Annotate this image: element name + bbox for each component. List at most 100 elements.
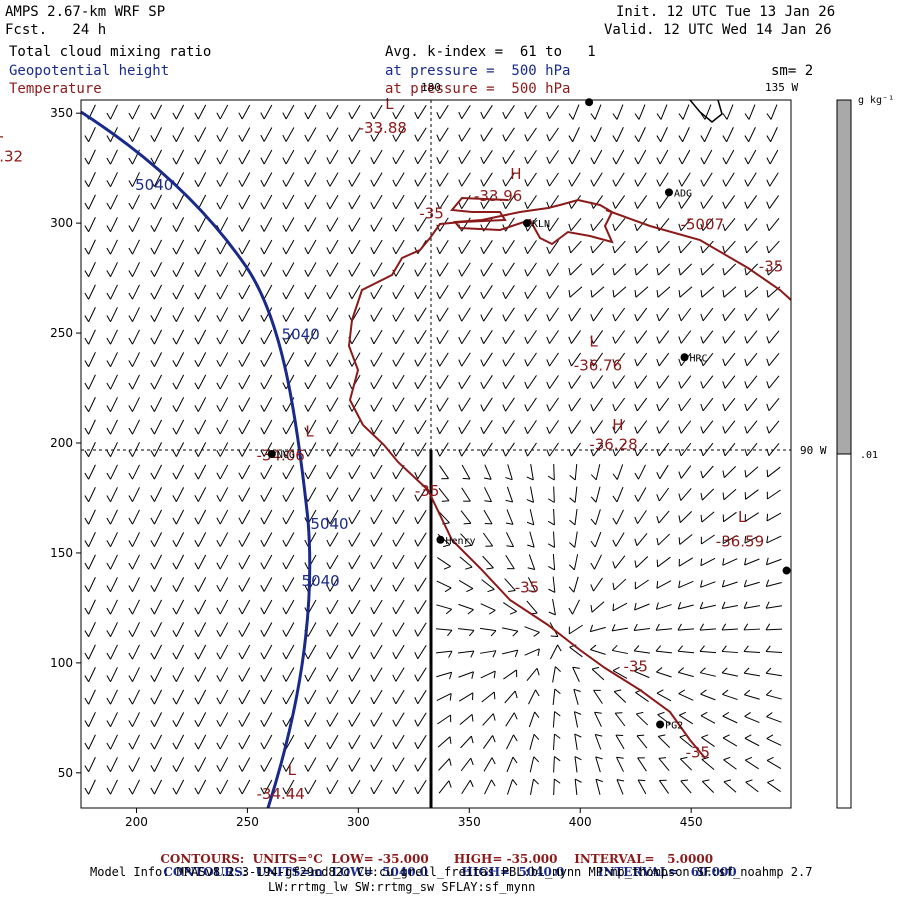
- x-tick-label: 250: [236, 815, 259, 829]
- wind-barb: [172, 374, 185, 390]
- wind-barb: [414, 104, 427, 120]
- wind-barb: [216, 397, 229, 412]
- wind-barb: [326, 127, 339, 142]
- wind-barb: [194, 487, 207, 502]
- wind-barb: [678, 195, 692, 209]
- wind-barb: [260, 374, 273, 390]
- wind-barb: [194, 374, 207, 390]
- wind-barb: [172, 194, 185, 210]
- low-marker: L: [738, 508, 747, 526]
- init-time: Init. 12 UTC Tue 13 Jan 26: [616, 4, 836, 20]
- wind-barb: [260, 532, 273, 547]
- wind-barb: [150, 262, 163, 277]
- wind-barb: [194, 577, 207, 592]
- wind-barb: [172, 644, 185, 660]
- wind-barb: [553, 778, 561, 796]
- wind-barb: [260, 104, 273, 120]
- wind-barb: [437, 557, 451, 570]
- wind-barb: [460, 735, 474, 749]
- contours-label: CONTOURS:: [160, 852, 245, 866]
- wind-barb: [128, 712, 140, 727]
- wind-barb: [657, 734, 671, 748]
- wind-barb: [573, 711, 582, 728]
- wind-barb: [128, 442, 140, 457]
- temperature-contour-label: -35: [623, 658, 648, 676]
- wind-barb: [84, 307, 96, 322]
- wind-barb: [678, 465, 692, 479]
- wind-barb: [529, 733, 540, 750]
- wind-barb: [128, 397, 140, 412]
- wind-barb: [483, 464, 492, 480]
- wind-barb: [678, 127, 690, 142]
- wind-barb: [392, 284, 405, 300]
- wind-barb: [615, 734, 625, 750]
- wind-barb: [569, 486, 578, 503]
- wind-barb: [348, 284, 361, 300]
- wind-barb: [370, 712, 383, 727]
- wind-barb: [84, 644, 96, 660]
- wind-barb: [84, 577, 96, 592]
- wind-barb: [612, 172, 625, 187]
- wind-barb: [348, 172, 361, 187]
- wind-barb: [744, 489, 759, 500]
- wind-barb: [260, 307, 273, 322]
- wind-barb: [595, 778, 603, 795]
- wind-barb: [414, 217, 427, 232]
- wind-barb: [370, 554, 383, 570]
- wind-barb: [721, 667, 738, 677]
- wind-barb: [552, 666, 561, 683]
- wind-barb: [392, 779, 405, 795]
- wind-barb: [106, 149, 118, 165]
- wind-barb: [172, 127, 185, 142]
- wind-barb: [568, 172, 581, 187]
- wind-barb: [612, 442, 626, 457]
- wind-barb: [128, 734, 140, 750]
- wind-barb: [612, 217, 626, 232]
- station-marker: ADG: [664, 188, 692, 199]
- wind-barb: [569, 509, 578, 526]
- wind-barb: [216, 329, 229, 345]
- wind-barb: [106, 352, 118, 367]
- wind-barb: [616, 779, 625, 795]
- wind-barb: [722, 711, 738, 724]
- wind-barb: [392, 104, 405, 120]
- y-tick-label: 200: [50, 436, 73, 450]
- station-dot: [585, 98, 594, 107]
- temperature-contour-info: CONTOURS: UNITS=°C LOW= -35.000 HIGH= -3…: [152, 838, 713, 866]
- wind-barb: [414, 644, 427, 660]
- wind-barb: [260, 127, 273, 142]
- wind-barb: [458, 374, 471, 390]
- wind-barb: [744, 712, 760, 724]
- wind-barb: [590, 486, 601, 503]
- wind-barb: [546, 127, 559, 142]
- wind-barb: [568, 127, 580, 142]
- wind-barb: [84, 464, 96, 480]
- wind-barb: [392, 532, 405, 547]
- wind-barb: [414, 599, 427, 615]
- station-dot: [782, 566, 791, 575]
- station-marker: [782, 566, 791, 575]
- wind-barb: [194, 464, 207, 480]
- wind-barb: [84, 779, 96, 795]
- wind-barb: [677, 602, 694, 610]
- wind-barb: [348, 217, 361, 232]
- wind-barb: [370, 509, 383, 525]
- temperature-contour-label: -35: [759, 258, 784, 276]
- wind-barb: [658, 779, 670, 794]
- wind-barb: [656, 149, 669, 165]
- wind-barb: [743, 645, 761, 653]
- wind-barb: [502, 330, 515, 344]
- wind-barb: [392, 397, 405, 412]
- wind-barb: [591, 666, 605, 681]
- wind-barb: [128, 352, 140, 367]
- wind-barb: [678, 711, 694, 725]
- wind-barb: [458, 419, 471, 435]
- wind-barb: [326, 622, 339, 637]
- wind-barb: [84, 149, 96, 165]
- wind-barb: [482, 532, 494, 547]
- wind-barb: [744, 689, 760, 700]
- wind-barb: [194, 329, 207, 345]
- wind-barb: [326, 104, 339, 120]
- wind-barb: [573, 688, 581, 705]
- wind-barb: [348, 487, 361, 502]
